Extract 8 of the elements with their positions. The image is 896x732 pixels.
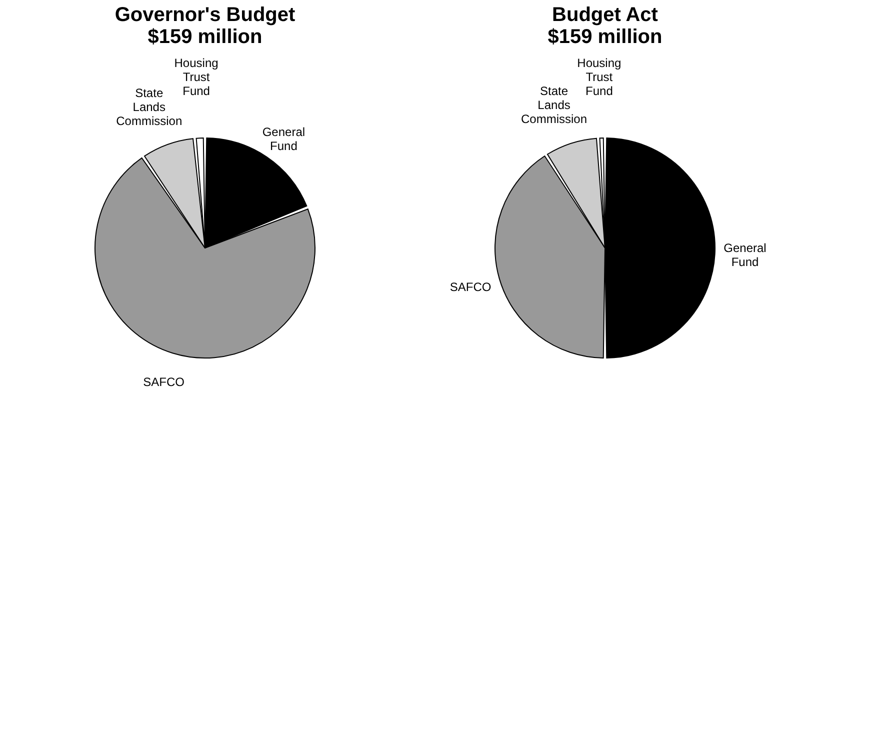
slice-label: General Fund	[724, 241, 766, 269]
text: Budget Act	[552, 4, 658, 26]
slice-label: SAFCO	[450, 280, 492, 294]
slice-label: General Fund	[262, 125, 306, 154]
slice-label: SAFCO	[143, 374, 185, 389]
text: Governor's Budget	[114, 4, 296, 26]
text: $159 million	[148, 26, 262, 48]
text: $159 million	[548, 26, 662, 48]
